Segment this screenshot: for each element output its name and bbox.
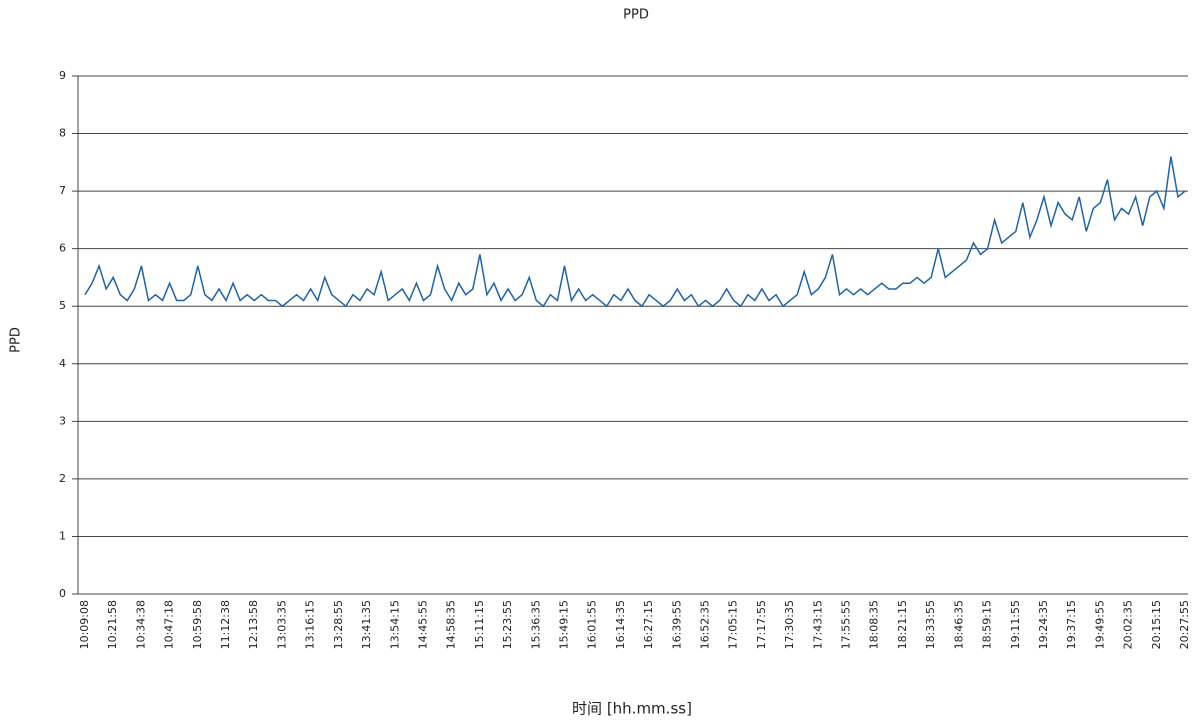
x-tick-label: 19:37:15 — [1065, 600, 1078, 649]
x-tick-label: 20:27:55 — [1178, 600, 1191, 649]
y-tick-label: 3 — [59, 414, 66, 427]
y-tick-label: 1 — [59, 529, 66, 542]
x-tick-label: 16:39:55 — [670, 600, 683, 649]
x-tick-label: 15:36:35 — [529, 600, 542, 649]
y-tick-label: 2 — [59, 472, 66, 485]
x-tick-label: 17:17:55 — [755, 600, 768, 649]
x-tick-label: 15:49:15 — [557, 600, 570, 649]
x-tick-label: 16:01:55 — [586, 600, 599, 649]
y-tick-label: 6 — [59, 242, 66, 255]
chart-title: PPD — [623, 8, 649, 23]
y-tick-label: 5 — [59, 299, 66, 312]
x-tick-label: 13:03:35 — [275, 600, 288, 649]
x-tick-label: 14:58:35 — [445, 600, 458, 649]
x-tick-label: 20:02:35 — [1122, 600, 1135, 649]
x-tick-label: 14:45:55 — [416, 600, 429, 649]
x-tick-label: 15:23:55 — [501, 600, 514, 649]
x-tick-label: 10:09:08 — [78, 600, 91, 649]
data-line — [84, 156, 1186, 308]
x-tick-label: 16:52:35 — [699, 600, 712, 649]
x-tick-label: 18:33:55 — [924, 600, 937, 649]
x-tick-label: 17:43:15 — [811, 600, 824, 649]
y-tick-label: 8 — [59, 127, 66, 140]
x-tick-label: 13:28:55 — [332, 600, 345, 649]
x-tick-label: 17:30:35 — [783, 600, 796, 649]
x-tick-label: 19:49:55 — [1093, 600, 1106, 649]
y-tick-label: 4 — [59, 357, 66, 370]
x-tick-label: 19:24:35 — [1037, 600, 1050, 649]
x-tick-label: 20:15:15 — [1150, 600, 1163, 649]
x-tick-label: 15:11:15 — [473, 600, 486, 649]
y-tick-label: 7 — [59, 184, 66, 197]
x-tick-label: 12:13:58 — [247, 600, 260, 649]
x-tick-label: 11:12:38 — [219, 600, 232, 649]
x-tick-label: 10:21:58 — [106, 600, 119, 649]
x-tick-label: 10:47:18 — [163, 600, 176, 649]
x-tick-label: 19:11:55 — [1009, 600, 1022, 649]
x-tick-label: 13:41:35 — [360, 600, 373, 649]
x-tick-label: 18:08:35 — [868, 600, 881, 649]
x-tick-label: 13:54:15 — [388, 600, 401, 649]
x-tick-label: 10:59:58 — [191, 600, 204, 649]
x-tick-label: 17:55:55 — [840, 600, 853, 649]
x-tick-label: 18:21:15 — [896, 600, 909, 649]
y-axis-label: PPD — [9, 327, 24, 353]
y-tick-label: 9 — [59, 69, 66, 82]
x-tick-label: 18:59:15 — [981, 600, 994, 649]
x-tick-label: 13:16:15 — [304, 600, 317, 649]
x-tick-label: 16:14:35 — [614, 600, 627, 649]
x-tick-label: 17:05:15 — [727, 600, 740, 649]
x-axis-label: 时间 [hh.mm.ss] — [572, 700, 692, 718]
x-tick-label: 10:34:38 — [134, 600, 147, 649]
x-tick-label: 16:27:15 — [642, 600, 655, 649]
y-tick-label: 0 — [59, 587, 66, 600]
x-tick-label: 18:46:35 — [952, 600, 965, 649]
